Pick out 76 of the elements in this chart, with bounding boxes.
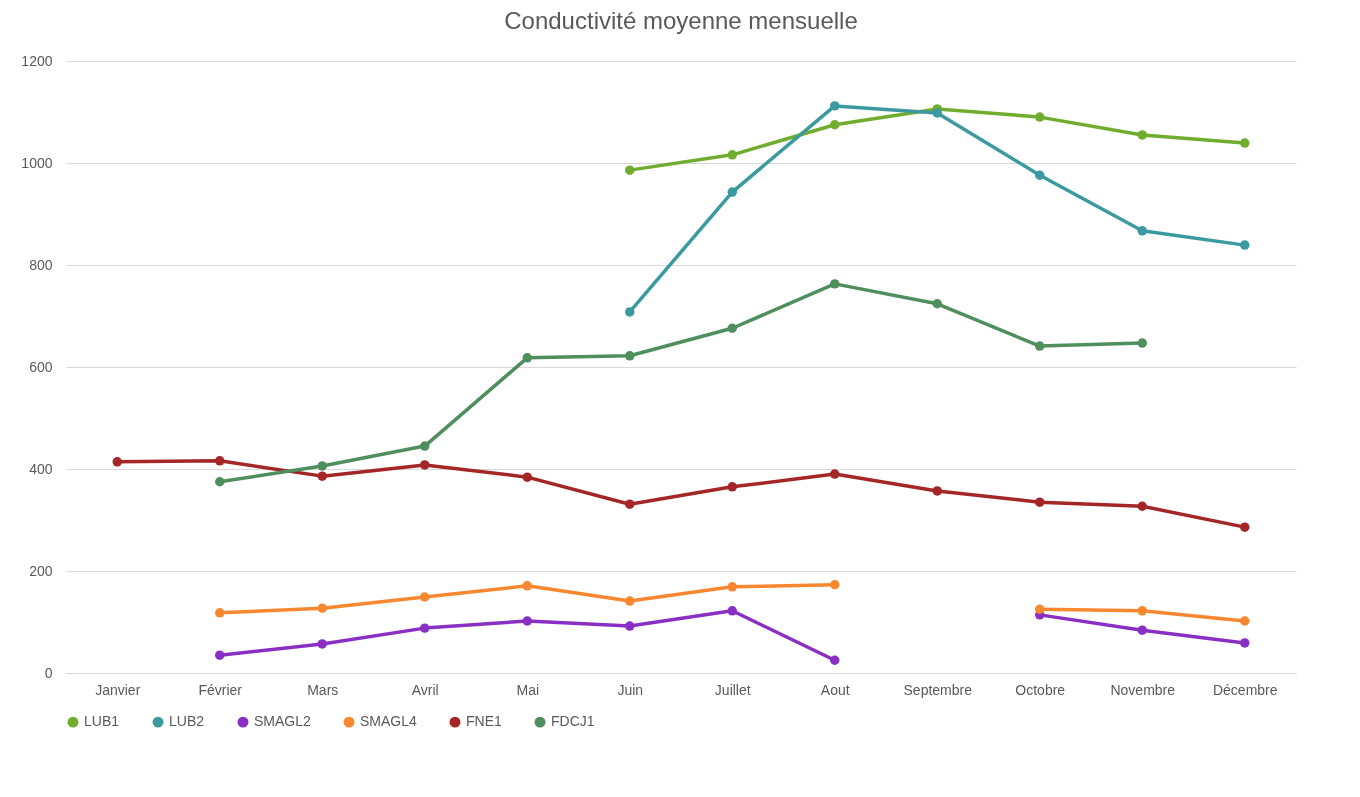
point (1240, 522, 1250, 532)
point (1240, 240, 1250, 250)
point (317, 471, 327, 481)
x-tick-label: Septembre (903, 681, 973, 698)
point (1137, 130, 1147, 140)
point (1035, 341, 1045, 351)
point (1035, 604, 1045, 614)
point (625, 351, 635, 361)
point (317, 461, 327, 471)
point (215, 608, 225, 618)
point (215, 650, 225, 660)
point (1240, 138, 1250, 148)
point (522, 581, 532, 591)
y-tick-label: 400 (29, 460, 53, 477)
x-tick-label: Juillet (714, 681, 751, 698)
x-tick-label: Octobre (1015, 681, 1066, 698)
point (1035, 112, 1045, 122)
y-tick-label: 200 (29, 562, 53, 579)
y-tick-label: 1200 (21, 52, 53, 69)
point (522, 353, 532, 363)
y-tick-label: 600 (29, 358, 53, 375)
y-tick-label: 800 (29, 256, 53, 273)
point (625, 621, 635, 631)
point (830, 469, 840, 479)
x-tick-label: Novembre (1110, 681, 1176, 698)
point (830, 101, 840, 111)
legend-label: SMAGL4 (360, 713, 418, 730)
point (727, 582, 737, 592)
point (727, 606, 737, 616)
legend-label: LUB1 (84, 713, 120, 730)
point (625, 596, 635, 606)
point (830, 580, 840, 590)
y-tick-label: 1000 (21, 154, 53, 171)
point (727, 482, 737, 492)
point (1035, 497, 1045, 507)
x-tick-label: Avril (411, 681, 439, 698)
y-tick-label: 0 (44, 664, 53, 681)
point (522, 616, 532, 626)
chart-title: Conductivité moyenne mensuelle (504, 7, 858, 34)
point (932, 486, 942, 496)
point (830, 655, 840, 665)
x-tick-label: Janvier (95, 681, 141, 698)
point (830, 279, 840, 289)
point (317, 603, 327, 613)
point (625, 499, 635, 509)
point (727, 323, 737, 333)
point (420, 623, 430, 633)
x-tick-label: Juin (617, 681, 644, 698)
x-tick-label: Décembre (1212, 681, 1278, 698)
point (932, 108, 942, 118)
point (420, 592, 430, 602)
x-tick-label: Aout (820, 681, 850, 698)
point (1137, 501, 1147, 511)
point (420, 460, 430, 470)
x-tick-label: Mars (307, 681, 339, 698)
point (215, 456, 225, 466)
legend-label: FDCJ1 (551, 713, 595, 730)
legend-label: LUB2 (169, 713, 205, 730)
point (727, 187, 737, 197)
point (522, 472, 532, 482)
legend-label: FNE1 (466, 713, 502, 730)
point (1035, 170, 1045, 180)
point (1137, 226, 1147, 236)
point (1137, 338, 1147, 348)
point (727, 150, 737, 160)
point (112, 457, 122, 467)
x-tick-label: Février (198, 681, 243, 698)
point (215, 477, 225, 487)
point (932, 299, 942, 309)
x-tick-label: Mai (516, 681, 540, 698)
point (830, 120, 840, 130)
legend-label: SMAGL2 (254, 713, 312, 730)
point (420, 441, 430, 451)
point (625, 307, 635, 317)
point (317, 639, 327, 649)
point (625, 165, 635, 175)
